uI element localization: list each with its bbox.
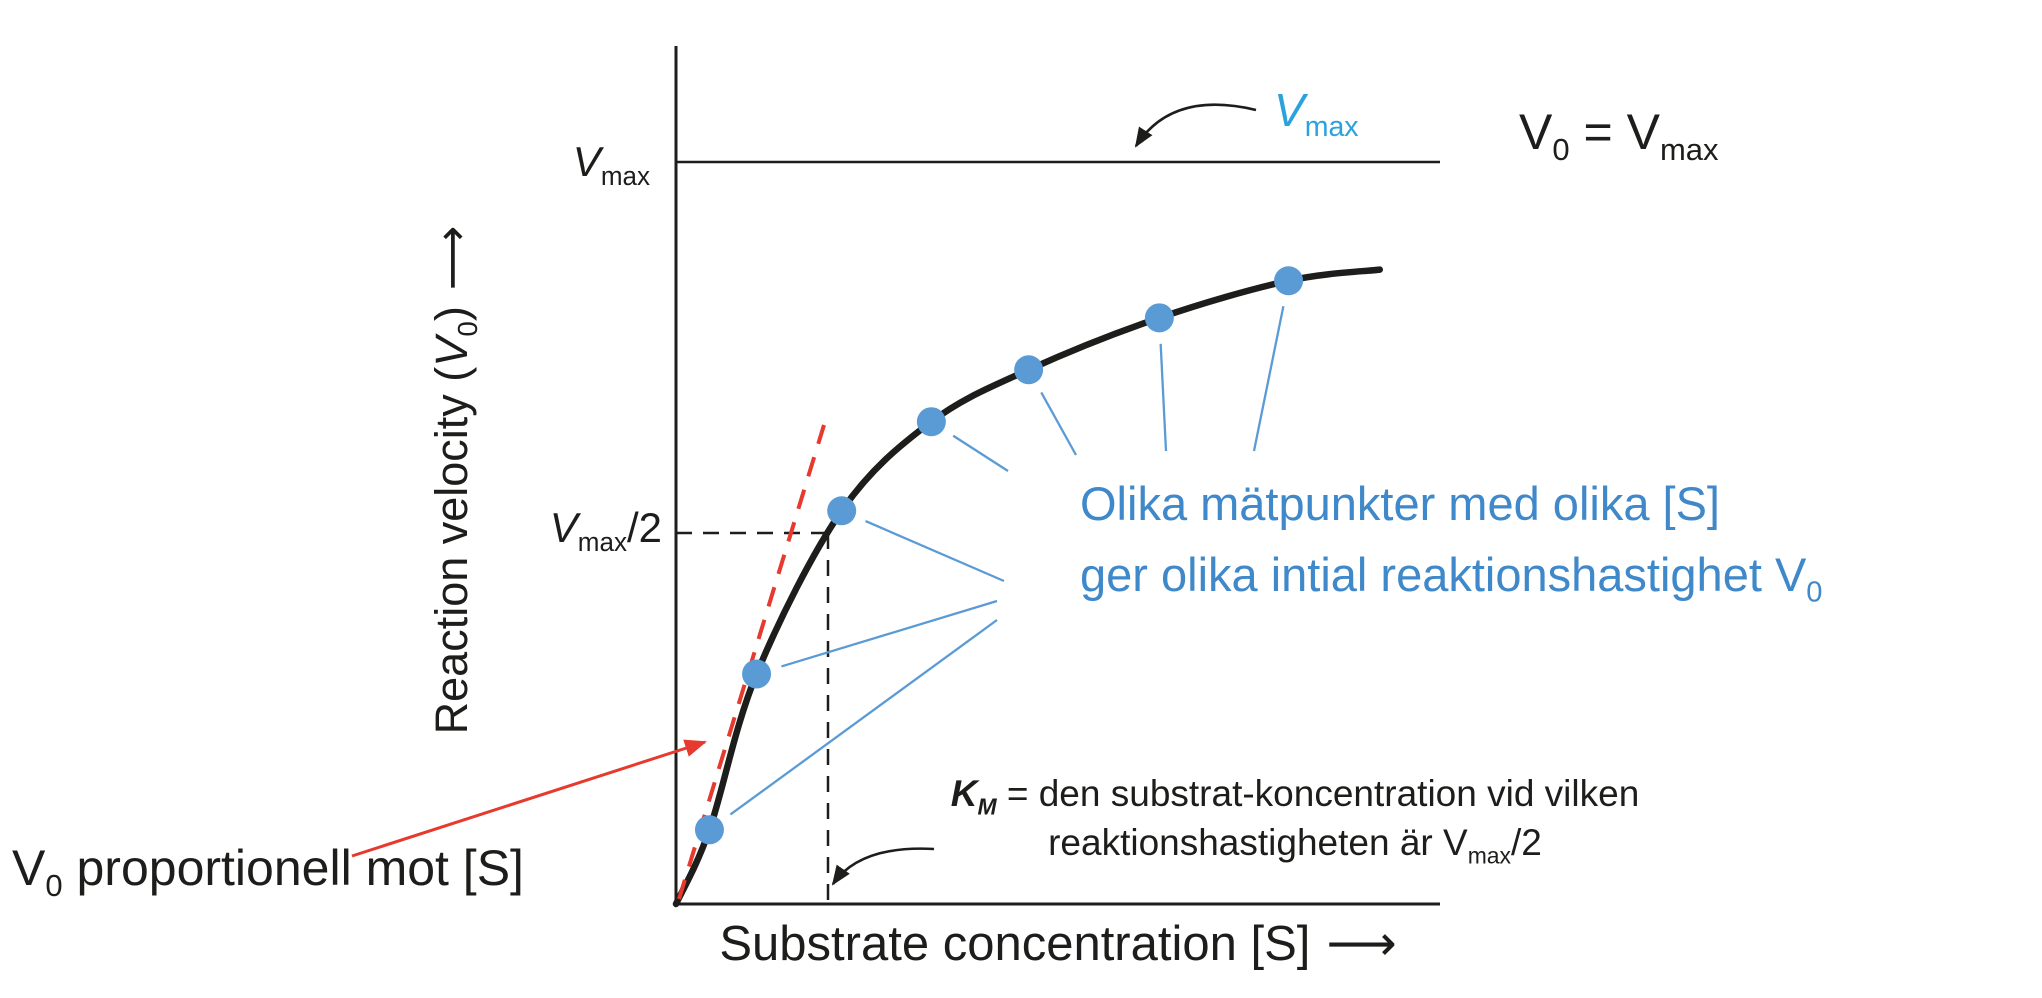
y-axis-label-post: ) xyxy=(426,306,478,322)
data-point xyxy=(827,496,857,526)
v0-sub: 0 xyxy=(1552,132,1570,167)
vmax-callout-label: Vmax xyxy=(1274,84,1359,141)
v0-symbol: V xyxy=(1519,104,1553,160)
data-point xyxy=(694,815,724,845)
km-definition-line1-text: = den substrat-koncentration vid vilken xyxy=(996,773,1640,814)
y-axis-arrow-icon: ⟶ xyxy=(426,225,478,291)
data-point xyxy=(916,407,946,437)
note-connector-line xyxy=(865,520,1005,583)
half-vmax-tick-post: /2 xyxy=(626,503,662,551)
y-axis-v-sub: 0 xyxy=(452,321,484,337)
vmax-tick-label: Vmax xyxy=(470,137,650,189)
km-symbol: K xyxy=(950,773,978,814)
km-definition-line2: reaktionshastigheten är Vmax/2 xyxy=(935,822,1655,871)
km-symbol-sub: M xyxy=(977,793,997,820)
measurement-note-line1: Olika mätpunkter med olika [S] xyxy=(1080,477,1720,531)
km-definition-line2-post: /2 xyxy=(1511,822,1542,863)
data-point xyxy=(1014,355,1044,385)
x-axis-label: Substrate concentration [S] ⟶ xyxy=(719,916,1396,972)
vmax-tick-sub: max xyxy=(600,161,650,192)
vmax-callout-sub: max xyxy=(1304,111,1359,144)
v0-prop-sub: 0 xyxy=(45,868,63,903)
km-definition-line1: KM = den substrat-koncentration vid vilk… xyxy=(935,773,1655,822)
half-vmax-tick-sub: max xyxy=(577,527,627,558)
measurement-note-line2-sub: 0 xyxy=(1806,576,1823,609)
data-point xyxy=(742,659,772,689)
data-point xyxy=(1144,303,1174,333)
v0-equals-vmax-label: V0 = Vmax xyxy=(1519,104,1719,165)
note-connector-line xyxy=(729,619,998,816)
v0-proportional-label: V0 proportionell mot [S] xyxy=(12,840,524,901)
x-axis-label-text: Substrate concentration [S] xyxy=(719,917,1311,971)
vmax-tick-symbol: V xyxy=(572,137,601,185)
half-vmax-tick-symbol: V xyxy=(549,503,578,551)
measurement-note-line2-text: ger olika intial reaktionshastighet V xyxy=(1080,548,1807,601)
note-connector-line xyxy=(952,434,1009,472)
y-axis-label: Reaction velocity (V0)⟶ xyxy=(426,225,483,735)
measurement-note-line2: ger olika intial reaktionshastighet V0 xyxy=(1080,548,1823,607)
measurement-note-line1-text: Olika mätpunkter med olika [S] xyxy=(1080,477,1720,530)
km-definition-line2-sub: max xyxy=(1467,842,1512,869)
y-axis-v-symbol: V xyxy=(426,336,478,367)
v0-prop-text: proportionell mot [S] xyxy=(62,840,524,896)
vmax-callout-arrow xyxy=(1134,103,1257,148)
note-connector-line xyxy=(781,599,998,668)
vmax-sub: max xyxy=(1659,132,1719,167)
vmax-symbol: V xyxy=(1626,104,1660,160)
vmax-callout-symbol: V xyxy=(1274,84,1305,136)
data-point xyxy=(1274,266,1304,296)
note-connector-line xyxy=(1159,343,1168,452)
km-definition-note: KM = den substrat-koncentration vid vilk… xyxy=(935,773,1655,871)
km-definition-line2-pre: reaktionshastigheten är V xyxy=(1048,822,1468,863)
note-connector-line xyxy=(1040,391,1078,456)
x-axis-arrow-icon: ⟶ xyxy=(1326,917,1397,971)
equals-sign: = xyxy=(1569,104,1627,160)
km-callout-arrow xyxy=(831,847,935,886)
note-connector-line xyxy=(1252,305,1285,452)
v0-proportional-arrow xyxy=(351,739,707,858)
v0-prop-symbol: V xyxy=(12,840,46,896)
half-vmax-tick-label: Vmax/2 xyxy=(450,503,662,555)
